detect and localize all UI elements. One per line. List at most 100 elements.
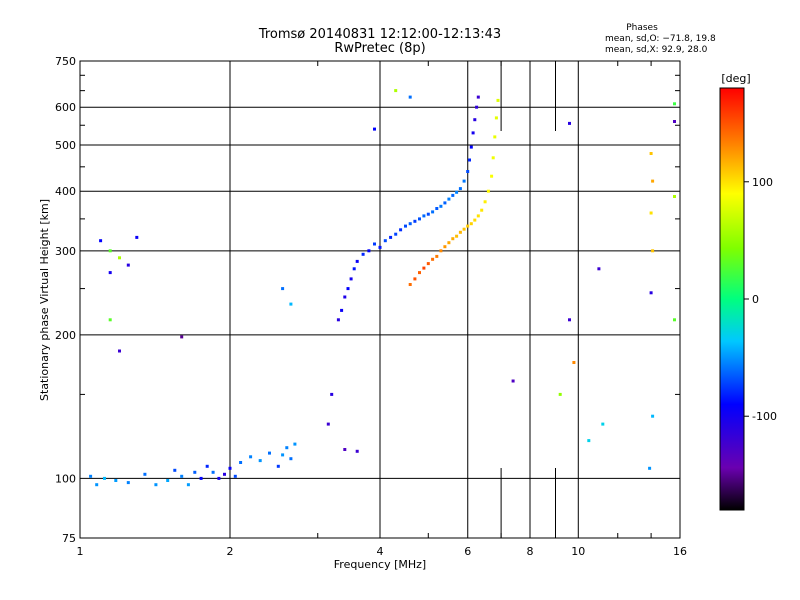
data-point xyxy=(389,235,393,239)
data-point xyxy=(651,179,655,183)
data-point xyxy=(193,470,197,474)
chart-title: Tromsø 20140831 12:12:00-12:13:43 xyxy=(258,27,501,42)
data-point xyxy=(439,249,443,253)
x-tick-labels: 1 2 4 6 8 10 16 xyxy=(77,545,688,558)
data-point xyxy=(394,232,398,236)
data-point xyxy=(673,120,676,123)
data-point xyxy=(103,476,106,480)
colorbar-tick-label: -100 xyxy=(752,410,777,423)
data-point xyxy=(268,451,271,455)
data-point xyxy=(568,121,571,125)
data-point xyxy=(228,466,232,470)
data-point xyxy=(426,212,430,216)
data-point xyxy=(451,193,455,197)
data-point xyxy=(217,476,221,480)
data-point xyxy=(336,318,340,322)
data-point xyxy=(649,152,653,155)
data-point xyxy=(361,252,365,256)
data-point xyxy=(466,170,470,173)
data-point xyxy=(223,472,226,476)
data-point xyxy=(648,466,652,470)
data-point xyxy=(143,472,147,476)
data-point xyxy=(394,89,398,93)
data-point xyxy=(289,302,293,306)
data-point xyxy=(443,245,447,249)
x-tick-label: 1 xyxy=(77,545,84,558)
data-point xyxy=(651,414,655,418)
data-point xyxy=(281,453,285,457)
data-point xyxy=(469,222,473,226)
x-tick-label: 16 xyxy=(673,545,687,558)
data-point xyxy=(352,267,356,271)
colorbar xyxy=(719,87,745,511)
data-point xyxy=(355,449,359,453)
data-point xyxy=(233,474,237,478)
data-point xyxy=(413,219,417,223)
data-point xyxy=(466,224,470,228)
y-tick-label: 600 xyxy=(55,101,76,114)
data-point xyxy=(154,483,158,487)
data-point xyxy=(455,234,459,238)
x-tick-label: 4 xyxy=(377,545,384,558)
data-point xyxy=(447,197,451,201)
data-point xyxy=(330,392,334,396)
x-tick-label: 10 xyxy=(571,545,585,558)
data-point xyxy=(494,116,498,120)
data-point xyxy=(408,283,412,286)
data-point xyxy=(293,442,297,446)
data-point xyxy=(367,249,371,253)
stats-o-mode: mean, sd,O: −71.8, 19.8 xyxy=(605,34,716,44)
chart-subtitle: RwPretec (8p) xyxy=(334,41,425,56)
data-point xyxy=(471,131,475,135)
data-point xyxy=(340,308,344,312)
data-point xyxy=(126,481,130,485)
data-point xyxy=(458,230,462,234)
grid-lines xyxy=(80,61,680,538)
data-point xyxy=(249,455,253,459)
data-point xyxy=(426,262,430,266)
data-point xyxy=(496,98,500,102)
y-tick-label: 75 xyxy=(62,532,76,545)
data-point xyxy=(480,208,484,212)
y-axis-label: Stationary phase Virtual Height [km] xyxy=(38,199,51,401)
data-point xyxy=(378,245,382,249)
data-point xyxy=(455,190,459,194)
data-point xyxy=(486,189,490,193)
data-point xyxy=(422,214,426,218)
data-point xyxy=(108,271,112,275)
data-point xyxy=(108,249,112,253)
data-point xyxy=(373,242,376,246)
x-tick-label: 2 xyxy=(227,545,234,558)
data-point xyxy=(422,266,426,270)
data-point xyxy=(126,263,130,267)
y-tick-labels: 75 100 200 300 400 500 600 750 xyxy=(55,55,76,545)
y-tick-label: 100 xyxy=(55,472,76,485)
data-point xyxy=(373,127,376,131)
data-point xyxy=(108,318,112,322)
data-point xyxy=(211,470,215,474)
data-point xyxy=(468,158,471,162)
data-point xyxy=(473,218,477,222)
data-point xyxy=(462,179,466,183)
data-point xyxy=(346,287,350,291)
data-point xyxy=(399,228,403,232)
x-axis-label: Frequency [MHz] xyxy=(334,558,426,571)
data-point xyxy=(343,448,347,451)
data-point xyxy=(435,207,439,210)
data-point xyxy=(95,483,99,487)
data-point xyxy=(135,235,139,239)
data-point xyxy=(239,461,243,464)
data-point xyxy=(343,295,347,299)
data-point xyxy=(435,254,439,258)
data-point xyxy=(475,105,479,109)
data-point xyxy=(186,483,190,487)
data-point xyxy=(491,156,495,160)
data-point xyxy=(431,257,435,261)
data-point xyxy=(173,468,177,472)
data-point xyxy=(490,174,494,178)
data-point xyxy=(451,237,455,241)
data-point xyxy=(349,277,353,281)
axis-ticks xyxy=(80,61,680,538)
data-point xyxy=(458,187,462,191)
data-point xyxy=(258,459,262,463)
